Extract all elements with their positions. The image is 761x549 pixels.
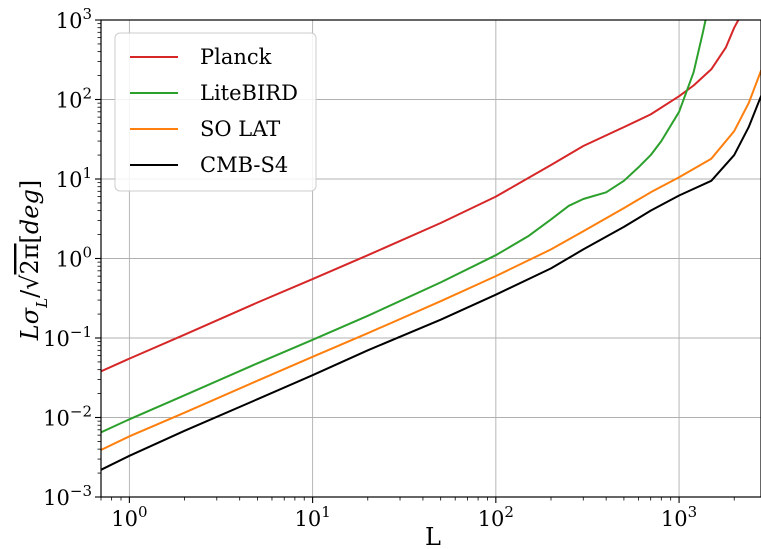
legend-label-so-lat: SO LAT (200, 117, 280, 141)
y-tick-label: 101 (56, 164, 92, 192)
legend: Planck LiteBIRD SO LAT CMB-S4 (114, 32, 317, 192)
series-line-planck (101, 20, 740, 373)
legend-label-planck: Planck (200, 45, 272, 69)
legend-label-cmb-s4: CMB-S4 (200, 153, 288, 177)
x-tick-label: 100 (111, 503, 147, 531)
x-tick-label: 101 (294, 503, 330, 531)
y-tick-label: 10−2 (43, 403, 92, 431)
y-tick-label: 103 (56, 5, 92, 33)
legend-label-litebird: LiteBIRD (200, 81, 298, 105)
axis-ticks (95, 19, 735, 503)
series-line-so-lat (101, 69, 761, 451)
series-line-cmb-s4 (101, 95, 761, 471)
x-tick-label: 103 (661, 503, 697, 531)
tick-labels: 100 101 102 103 10−3 10−2 10−1 100 101 102 103 (43, 5, 697, 531)
y-tick-label: 10−3 (43, 482, 92, 510)
y-tick-label: 102 (56, 85, 92, 113)
legend-box (114, 32, 317, 192)
x-tick-label: 102 (478, 503, 514, 531)
series-line-litebird (101, 20, 707, 434)
svg-text:LσL/√2π[deg]: LσL/√2π[deg] (16, 180, 51, 341)
y-tick-label: 10−1 (43, 323, 92, 351)
x-axis-label: L (425, 523, 441, 549)
y-axis-label: LσL/√2π[deg] (16, 180, 51, 341)
y-tick-label: 100 (56, 244, 92, 272)
series-lines (101, 20, 761, 471)
